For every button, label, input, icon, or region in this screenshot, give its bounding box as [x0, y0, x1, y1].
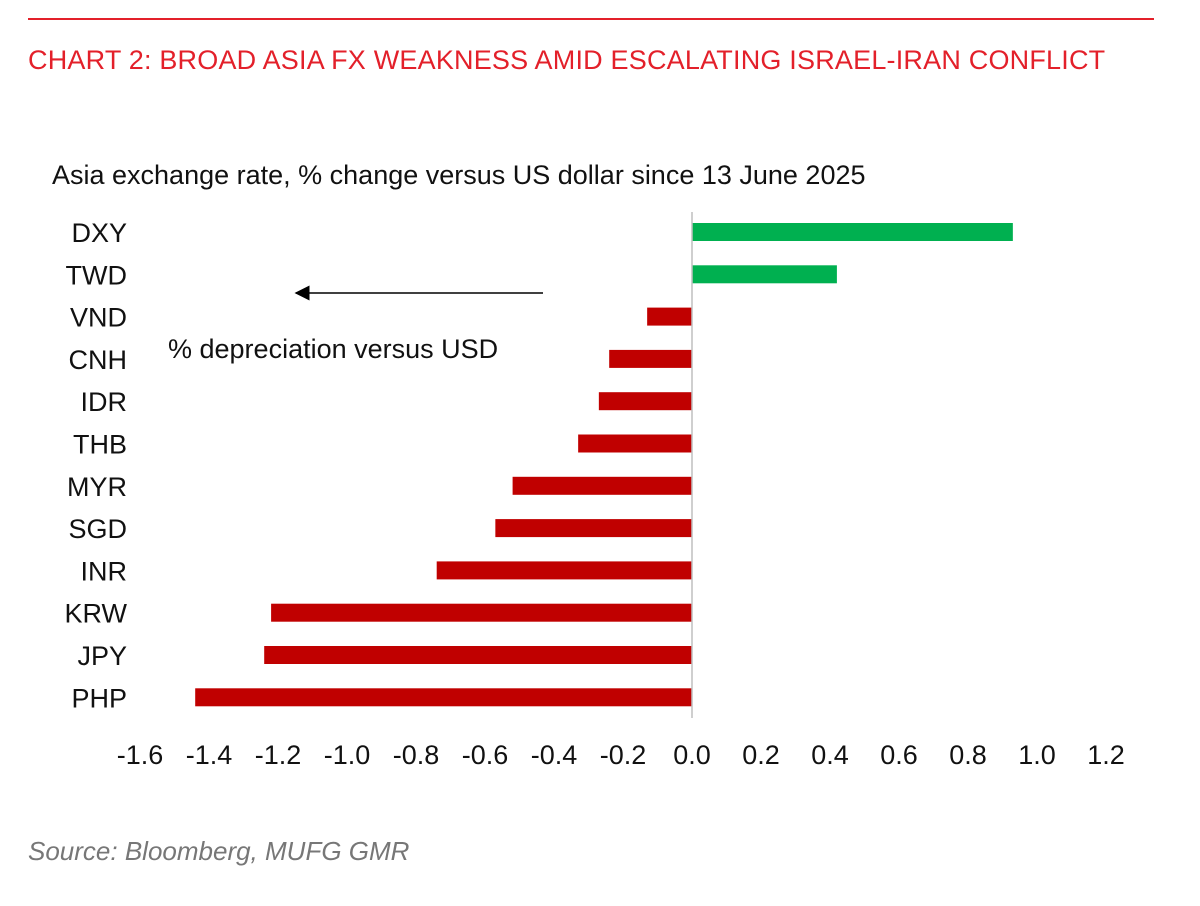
- bar-inr: [436, 561, 692, 580]
- x-tick-label: -0.6: [462, 740, 509, 770]
- bar-jpy: [264, 646, 692, 664]
- x-tick-label: -1.2: [255, 740, 302, 770]
- category-label-vnd: VND: [70, 303, 127, 333]
- x-tick-label: -1.0: [324, 740, 371, 770]
- bar-twd: [692, 265, 837, 284]
- bar-cnh: [609, 349, 692, 368]
- category-label-inr: INR: [81, 556, 128, 586]
- x-tick-label: -0.8: [393, 740, 440, 770]
- category-label-myr: MYR: [67, 472, 127, 502]
- category-label-krw: KRW: [64, 599, 127, 629]
- chart-title: CHART 2: BROAD ASIA FX WEAKNESS AMID ESC…: [28, 45, 1106, 75]
- bar-krw: [271, 603, 692, 622]
- x-tick-labels: -1.6 -1.4 -1.2 -1.0 -0.8 -0.6 -0.4 -0.2 0.0 0.2 0.…: [117, 740, 1125, 770]
- category-label-sgd: SGD: [68, 514, 127, 544]
- category-label-dxy: DXY: [71, 218, 127, 248]
- x-tick-label: 0.2: [742, 740, 780, 770]
- bar-vnd: [647, 307, 692, 326]
- category-label-jpy: JPY: [77, 641, 127, 671]
- chart-subtitle: Asia exchange rate, % change versus US d…: [52, 160, 866, 190]
- x-tick-label: 0.4: [811, 740, 849, 770]
- bar-dxy: [692, 223, 1013, 241]
- category-label-idr: IDR: [81, 387, 128, 417]
- x-tick-label: 0.0: [673, 740, 711, 770]
- bar-idr: [598, 392, 692, 411]
- x-tick-label: 1.2: [1087, 740, 1125, 770]
- bars-layer: [195, 223, 1013, 707]
- x-tick-label: 0.8: [949, 740, 987, 770]
- category-label-thb: THB: [73, 430, 127, 460]
- source-note: Source: Bloomberg, MUFG GMR: [28, 836, 410, 866]
- x-tick-label: -0.4: [531, 740, 578, 770]
- x-tick-label: -1.4: [186, 740, 233, 770]
- category-label-php: PHP: [71, 683, 127, 713]
- bar-thb: [578, 434, 692, 453]
- x-tick-label: -1.6: [117, 740, 164, 770]
- top-rule: [28, 18, 1154, 20]
- category-labels: DXY TWD VND CNH IDR THB MYR SGD INR KRW JPY PHP: [64, 218, 127, 713]
- bar-myr: [512, 476, 692, 495]
- x-tick-label: 1.0: [1018, 740, 1056, 770]
- bar-sgd: [495, 519, 692, 538]
- annotation-label: % depreciation versus USD: [168, 334, 498, 364]
- category-label-twd: TWD: [66, 260, 127, 290]
- category-label-cnh: CNH: [69, 345, 128, 375]
- x-tick-label: 0.6: [880, 740, 918, 770]
- bar-php: [195, 688, 692, 707]
- x-tick-label: -0.2: [600, 740, 647, 770]
